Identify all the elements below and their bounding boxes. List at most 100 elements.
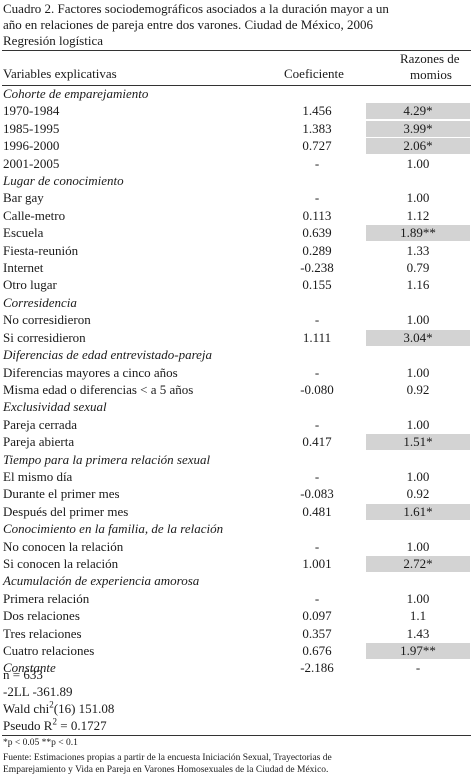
odds-ratio-cell: 4.29* bbox=[363, 102, 473, 120]
table-row: Durante el primer mes -0.083 0.92 bbox=[0, 485, 473, 502]
variable-label: Si conocen la relación bbox=[3, 555, 119, 571]
variable-label: Pareja cerrada bbox=[3, 416, 77, 432]
variable-label: Lugar de conocimiento bbox=[3, 173, 124, 189]
odds-ratio-highlighted: 3.99* bbox=[366, 120, 470, 137]
coefficient-cell bbox=[271, 572, 363, 589]
variable-label: Durante el primer mes bbox=[3, 486, 120, 502]
odds-ratio-value: 1.00 bbox=[406, 155, 430, 171]
odds-ratio-cell bbox=[363, 451, 473, 468]
variable-label: Misma edad o diferencias < a 5 años bbox=[3, 381, 194, 397]
odds-ratio-highlighted: 1.89** bbox=[366, 225, 470, 242]
table-row: Calle-metro 0.113 1.12 bbox=[0, 207, 473, 224]
table-row: 1970-1984 1.456 4.29* bbox=[0, 102, 473, 120]
table-title: Cuadro 2. Factores sociodemográficos aso… bbox=[3, 1, 471, 49]
stat-2ll: -2LL -361.89 bbox=[3, 684, 73, 699]
coefficient-cell: 1.111 bbox=[302, 329, 332, 345]
odds-ratio-value: - bbox=[415, 660, 421, 676]
odds-ratio-highlighted: 2.72* bbox=[366, 555, 470, 572]
section-header-row: Corresidencia bbox=[0, 294, 473, 311]
odds-ratio-highlighted: 4.29* bbox=[366, 103, 470, 120]
table-row: No conocen la relación - 1.00 bbox=[0, 538, 473, 555]
col-header-rr-line2: momios bbox=[410, 67, 452, 82]
variable-label: Internet bbox=[3, 260, 44, 276]
col-header-rr-line1: Razones de bbox=[400, 51, 460, 66]
variable-label: Tiempo para la primera relación sexual bbox=[3, 451, 211, 467]
odds-ratio-cell: 2.72* bbox=[363, 555, 473, 572]
variable-label: Acumulación de experiencia amorosa bbox=[3, 573, 200, 589]
coefficient-cell: 0.155 bbox=[302, 277, 332, 293]
variable-label: Tres relaciones bbox=[3, 625, 82, 641]
coefficient-cell: -2.186 bbox=[300, 660, 334, 676]
section-header-row: Diferencias de edad entrevistado-pareja bbox=[0, 346, 473, 363]
odds-ratio-highlighted: 2.06* bbox=[366, 138, 470, 155]
table-row: Fiesta-reunión 0.289 1.33 bbox=[0, 242, 473, 259]
table-row: Pareja abierta 0.417 1.51* bbox=[0, 433, 473, 451]
stat-n: n = 633 bbox=[3, 667, 43, 682]
odds-ratio-cell bbox=[363, 172, 473, 189]
variable-label: Dos relaciones bbox=[3, 608, 80, 624]
section-header-row: Cohorte de emparejamiento bbox=[0, 85, 473, 102]
odds-ratio-value: 1.43 bbox=[406, 625, 430, 641]
variable-label: Pareja abierta bbox=[3, 434, 75, 450]
odds-ratio-value: 1.00 bbox=[406, 364, 430, 380]
table-row: Dos relaciones 0.097 1.1 bbox=[0, 607, 473, 624]
table-row: Primera relación - 1.00 bbox=[0, 590, 473, 607]
coefficient-cell: 0.417 bbox=[302, 434, 332, 450]
coefficient-cell: - bbox=[314, 416, 320, 432]
stat-pseudo-r2: Pseudo R2 = 0.1727 bbox=[3, 716, 107, 733]
coefficient-cell: 0.113 bbox=[302, 207, 332, 223]
variable-label: Si corresidieron bbox=[3, 329, 86, 345]
results-table: Cohorte de emparejamiento 1970-1984 1.456 4… bbox=[0, 85, 473, 677]
coefficient-cell: 1.001 bbox=[302, 555, 332, 571]
table-row: Si conocen la relación 1.001 2.72* bbox=[0, 555, 473, 572]
coefficient-cell bbox=[271, 172, 363, 189]
odds-ratio-value: 1.00 bbox=[406, 190, 430, 206]
variable-label: Fiesta-reunión bbox=[3, 242, 79, 258]
col-header-variables: Variables explicativas bbox=[3, 66, 117, 81]
table-row: El mismo día - 1.00 bbox=[0, 468, 473, 485]
coefficient-cell: 0.357 bbox=[302, 625, 332, 641]
table-row: Si corresidieron 1.111 3.04* bbox=[0, 329, 473, 346]
table-row: 2001-2005 - 1.00 bbox=[0, 155, 473, 172]
odds-ratio-cell: 1.00 bbox=[363, 364, 473, 381]
variable-label: 1985-1995 bbox=[3, 120, 60, 136]
section-header-row: Exclusividad sexual bbox=[0, 398, 473, 415]
variable-label: Corresidencia bbox=[3, 294, 77, 310]
odds-ratio-value: 0.79 bbox=[406, 260, 430, 276]
coefficient-cell: 0.639 bbox=[302, 225, 332, 241]
coefficient-cell: - bbox=[314, 155, 320, 171]
variable-label: Escuela bbox=[3, 225, 44, 241]
coefficient-cell: 1.383 bbox=[302, 120, 332, 136]
variable-label: Cohorte de emparejamiento bbox=[3, 86, 149, 101]
odds-ratio-highlighted: 1.97** bbox=[366, 643, 470, 659]
coefficient-cell: - bbox=[314, 312, 320, 328]
coefficient-cell: 1.456 bbox=[302, 103, 332, 119]
coefficient-cell: - bbox=[314, 364, 320, 380]
odds-ratio-value: 1.12 bbox=[406, 207, 430, 223]
odds-ratio-cell: 1.89** bbox=[363, 224, 473, 242]
title-line-1: Cuadro 2. Factores sociodemográficos aso… bbox=[3, 1, 389, 16]
title-line-3: Regresión logística bbox=[3, 33, 104, 48]
variable-label: No conocen la relación bbox=[3, 538, 124, 554]
odds-ratio-cell: - bbox=[363, 659, 473, 676]
variable-label: El mismo día bbox=[3, 468, 73, 484]
odds-ratio-cell: 0.92 bbox=[363, 381, 473, 398]
coefficient-cell: -0.083 bbox=[300, 486, 334, 502]
title-line-2: año en relaciones de pareja entre dos va… bbox=[3, 17, 374, 32]
variable-label: Exclusividad sexual bbox=[3, 399, 107, 415]
odds-ratio-cell: 1.00 bbox=[363, 155, 473, 172]
coefficient-cell bbox=[271, 398, 363, 415]
table-row: Pareja cerrada - 1.00 bbox=[0, 416, 473, 433]
odds-ratio-value: 1.1 bbox=[409, 608, 427, 624]
variable-label: Diferencias de edad entrevistado-pareja bbox=[3, 347, 213, 363]
variable-label: Conocimiento en la familia, de la relaci… bbox=[3, 521, 224, 537]
coefficient-cell: 0.727 bbox=[302, 138, 332, 154]
odds-ratio-cell: 0.79 bbox=[363, 259, 473, 276]
coefficient-cell: - bbox=[314, 468, 320, 484]
odds-ratio-value: 1.00 bbox=[406, 416, 430, 432]
odds-ratio-value: 0.92 bbox=[406, 381, 430, 397]
odds-ratio-highlighted: 1.51* bbox=[366, 434, 470, 451]
odds-ratio-cell bbox=[363, 85, 473, 102]
model-stats: n = 633 -2LL -361.89 Wald chi2(16) 151.0… bbox=[3, 666, 114, 734]
odds-ratio-cell: 1.12 bbox=[363, 207, 473, 224]
